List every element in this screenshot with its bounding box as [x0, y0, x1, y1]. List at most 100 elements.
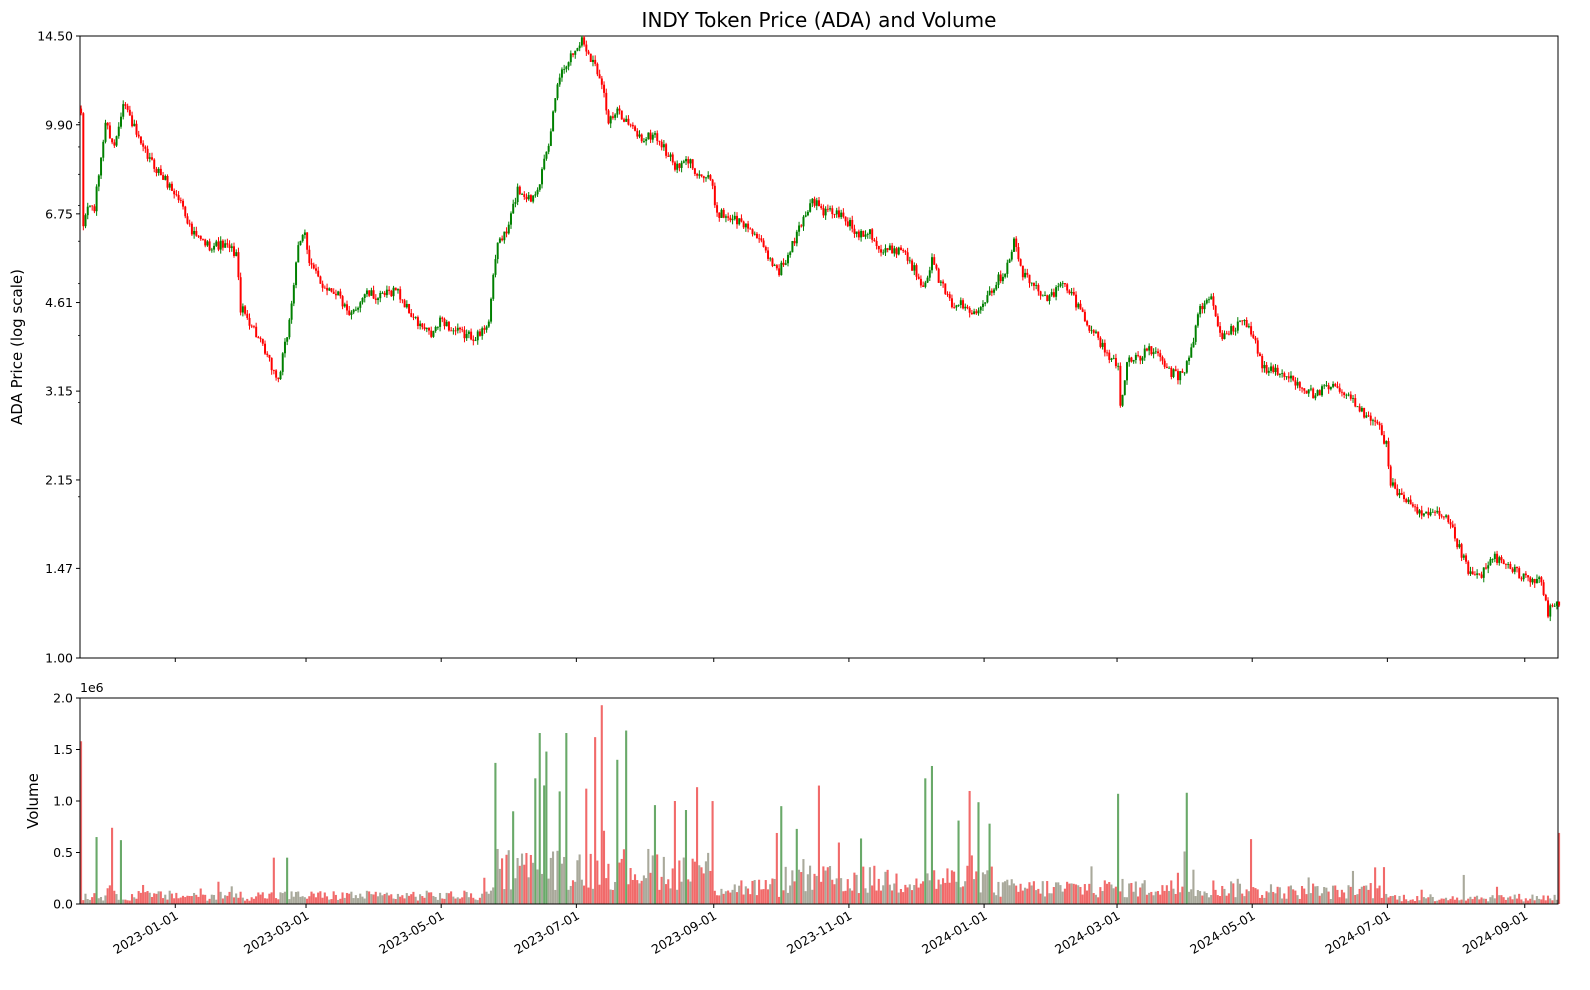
- candle-body: [213, 245, 216, 250]
- candle-body: [277, 377, 280, 380]
- volume-bar: [1296, 895, 1299, 904]
- volume-bar: [618, 862, 621, 904]
- candle-body: [244, 306, 247, 314]
- volume-bar: [1121, 878, 1124, 904]
- volume-bar: [436, 899, 439, 904]
- candle-body: [283, 341, 286, 354]
- candle-body: [288, 319, 291, 338]
- volume-bar: [148, 892, 151, 904]
- candle-body: [1380, 425, 1383, 435]
- volume-bar: [806, 874, 809, 904]
- volume-bar: [846, 879, 849, 904]
- candle-body: [301, 234, 304, 241]
- candle-body: [587, 51, 590, 54]
- volume-bar: [1141, 883, 1144, 904]
- volume-bar: [1312, 883, 1315, 904]
- volume-bar: [1181, 886, 1184, 904]
- candle-body: [966, 306, 969, 309]
- volume-bar: [859, 838, 863, 904]
- candle-body: [153, 159, 156, 169]
- volume-bar: [529, 854, 532, 904]
- candle-body: [685, 158, 688, 162]
- candle-body: [950, 298, 953, 308]
- volume-bar: [1192, 869, 1195, 904]
- volume-bar: [930, 765, 933, 904]
- volume-bar: [372, 894, 375, 904]
- volume-bar: [766, 889, 770, 904]
- candle-body: [1447, 515, 1450, 523]
- volume-bar: [1247, 891, 1250, 904]
- candle-body: [164, 176, 167, 180]
- volume-bar: [232, 897, 235, 904]
- candle-body: [374, 298, 377, 301]
- candle-body: [1403, 494, 1405, 500]
- candle-body: [452, 330, 455, 332]
- volume-bar: [607, 863, 610, 904]
- candle-body: [111, 138, 114, 143]
- candle-body: [975, 311, 978, 314]
- candle-body: [662, 144, 665, 148]
- volume-bar: [268, 893, 271, 904]
- x-tick-label: 2024-01-01: [919, 908, 989, 957]
- volume-bar: [155, 893, 158, 904]
- volume-bar: [1225, 895, 1228, 904]
- volume-bar: [275, 898, 278, 904]
- candle-body: [188, 223, 191, 225]
- volume-bar: [177, 898, 180, 904]
- candle-body: [665, 144, 668, 156]
- candle-body: [206, 241, 209, 246]
- candle-body: [326, 287, 329, 291]
- volume-bar: [917, 887, 920, 904]
- volume-bar: [700, 867, 703, 904]
- volume-bar: [1072, 883, 1075, 904]
- candle-body: [350, 312, 353, 315]
- candle-body: [1112, 357, 1115, 359]
- volume-bar: [470, 893, 473, 904]
- candle-body: [1469, 571, 1472, 574]
- candle-body: [786, 254, 789, 264]
- volume-bar: [1232, 883, 1235, 904]
- volume-bar: [1276, 886, 1279, 904]
- volume-bar: [363, 898, 366, 904]
- candle-body: [1487, 565, 1490, 569]
- candle-body: [359, 302, 362, 308]
- candle-body: [1141, 357, 1144, 361]
- volume-bar: [973, 879, 976, 904]
- candle-body: [970, 312, 973, 315]
- candle-body: [769, 258, 772, 260]
- candle-body: [348, 310, 351, 315]
- candle-body: [572, 53, 575, 55]
- volume-bar: [1070, 883, 1073, 904]
- candle-body: [1145, 348, 1148, 351]
- volume-bar: [157, 891, 160, 904]
- volume-bar: [323, 892, 326, 904]
- candle-body: [1227, 333, 1230, 335]
- candle-body: [596, 63, 599, 75]
- volume-bar: [179, 897, 182, 904]
- volume-bar: [689, 881, 692, 904]
- candle-body: [798, 225, 801, 232]
- candle-body: [793, 241, 796, 244]
- volume-bar: [786, 892, 789, 904]
- candle-body: [1139, 355, 1142, 361]
- candle-body: [1524, 573, 1527, 576]
- volume-bar: [1190, 889, 1193, 904]
- volume-bar: [583, 885, 586, 904]
- volume-bar: [775, 832, 778, 904]
- candle-body: [463, 330, 466, 339]
- volume-bar: [135, 898, 138, 904]
- volume-bar: [1267, 892, 1270, 904]
- candle-body: [578, 45, 581, 49]
- candle-body: [802, 216, 805, 227]
- volume-bar: [516, 858, 519, 904]
- candle-body: [496, 242, 499, 260]
- volume-bar: [1203, 891, 1206, 904]
- volume-bar: [173, 898, 176, 904]
- volume-bar: [1398, 895, 1401, 904]
- candle-body: [518, 186, 521, 195]
- candle-body: [1048, 295, 1051, 301]
- candle-body: [228, 244, 231, 249]
- candle-body: [767, 250, 770, 259]
- volume-bar: [840, 878, 843, 904]
- volume-y-tick-label: 0.5: [53, 845, 73, 860]
